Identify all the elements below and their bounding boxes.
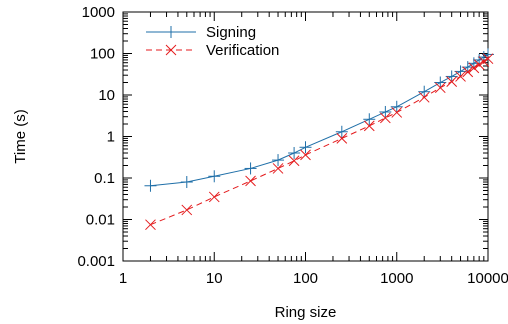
- data-point-signing: [434, 76, 447, 89]
- data-point-verification: [455, 71, 466, 82]
- y-tick-label: 0.001: [77, 253, 115, 270]
- x-axis: 1 10 100 1000 10000: [119, 12, 508, 287]
- data-point-verification: [245, 175, 256, 187]
- data-point-signing: [461, 61, 474, 74]
- marker-stroke: [363, 120, 375, 132]
- legend-marker-verification: [165, 44, 177, 56]
- plot-frame: [122, 11, 489, 262]
- marker-stroke: [455, 71, 466, 82]
- data-point-verification: [482, 53, 494, 65]
- data-point-signing: [208, 170, 221, 183]
- marker-stroke: [208, 191, 220, 203]
- marker-stroke: [300, 149, 311, 161]
- marker-stroke: [245, 175, 256, 187]
- data-point-verification: [288, 155, 300, 167]
- x-tick-label: 1000: [380, 270, 413, 287]
- marker-stroke: [468, 62, 480, 74]
- data-point-verification: [468, 62, 480, 74]
- marker-stroke: [288, 155, 300, 167]
- plot-border: [122, 11, 489, 262]
- marker-stroke: [181, 204, 193, 216]
- data-point-verification: [418, 91, 430, 103]
- data-point-verification: [145, 219, 156, 231]
- data-point-signing: [363, 113, 376, 126]
- marker-stroke: [434, 82, 446, 94]
- legend-marker-signing: [165, 26, 177, 38]
- y-axis-title: Time (s): [12, 109, 29, 163]
- data-point-signing: [454, 65, 467, 78]
- series-layer: [144, 48, 494, 231]
- series-signing: [144, 48, 494, 192]
- data-point-signing: [299, 141, 312, 154]
- data-point-signing: [272, 154, 285, 167]
- data-point-verification: [379, 112, 391, 124]
- marker-stroke: [446, 76, 458, 87]
- data-point-verification: [208, 191, 220, 203]
- series-line-signing: [150, 53, 489, 187]
- data-point-signing: [288, 147, 301, 160]
- data-point-verification: [446, 76, 458, 87]
- x-tick-label: 10: [206, 270, 223, 287]
- marker-stroke: [391, 107, 403, 118]
- data-point-signing: [244, 162, 257, 175]
- x-tick-label: 1: [119, 270, 127, 287]
- x-axis-title: Ring size: [275, 304, 337, 321]
- marker-stroke: [272, 163, 284, 174]
- series-verification: [145, 53, 494, 231]
- legend-item-signing: Signing: [146, 24, 256, 41]
- data-point-signing: [379, 105, 392, 118]
- data-point-verification: [363, 120, 375, 132]
- data-point-verification: [391, 107, 403, 118]
- marker-stroke: [462, 66, 474, 78]
- data-point-signing: [144, 179, 157, 192]
- data-point-verification: [462, 66, 474, 78]
- y-tick-label: 1: [107, 129, 115, 146]
- y-tick-label: 0.1: [94, 170, 115, 187]
- data-point-verification: [434, 82, 446, 94]
- x-tick-label: 100: [293, 270, 318, 287]
- data-point-signing: [180, 176, 193, 189]
- marker-stroke: [418, 91, 430, 103]
- y-tick-label: 10: [98, 87, 115, 104]
- marker-stroke: [145, 219, 156, 231]
- x-tick-label: 10000: [467, 270, 508, 287]
- legend-label-signing: Signing: [206, 24, 256, 41]
- marker-stroke: [473, 59, 485, 70]
- y-tick-label: 0.01: [86, 212, 115, 229]
- series-line-verification: [150, 58, 489, 226]
- y-axis: 0.001 0.01 0.1 1 10 100 1000: [77, 4, 488, 270]
- marker-stroke: [379, 112, 391, 124]
- marker-stroke: [165, 44, 177, 56]
- legend-label-verification: Verification: [206, 42, 279, 59]
- marker-stroke: [336, 133, 348, 144]
- data-point-signing: [335, 125, 348, 138]
- data-point-verification: [300, 149, 311, 161]
- data-point-verification: [181, 204, 193, 216]
- data-point-verification: [473, 59, 485, 70]
- legend-item-verification: Verification: [146, 42, 279, 59]
- data-point-signing: [418, 85, 431, 98]
- marker-stroke: [482, 53, 494, 65]
- data-point-verification: [336, 133, 348, 144]
- data-point-signing: [390, 100, 403, 113]
- y-tick-label: 100: [90, 46, 115, 63]
- data-point-verification: [272, 163, 284, 174]
- y-tick-label: 1000: [82, 4, 115, 21]
- data-point-signing: [445, 70, 458, 83]
